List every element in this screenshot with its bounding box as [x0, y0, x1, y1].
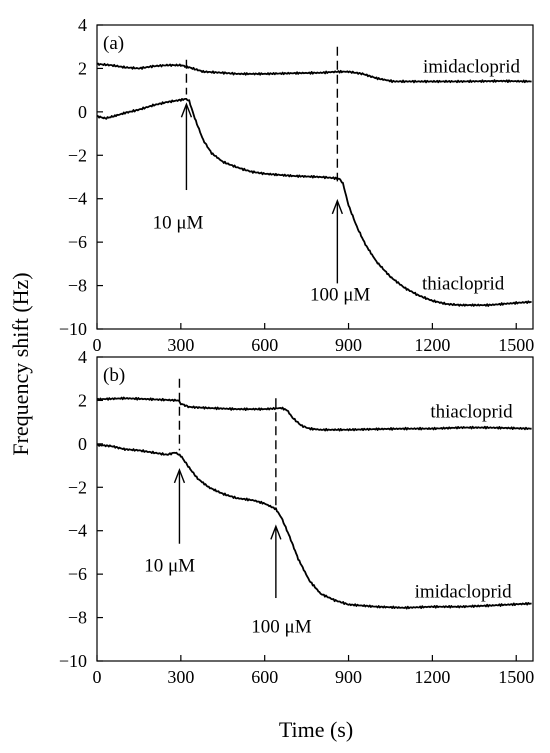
x-tick-label: 1500 [498, 335, 534, 355]
panel-label: (a) [103, 33, 124, 54]
x-tick-label: 0 [93, 335, 102, 355]
panel-b: −10 −8 −6 −4 −2 0 2 4 0 300 600 900 1200 1500 (b) thiac… [59, 347, 534, 687]
series-line-imidacloprid [96, 62, 532, 84]
injection-label: 10 μM [153, 213, 204, 234]
y-tick-label: −10 [59, 651, 87, 671]
x-tick-label: 300 [167, 667, 194, 687]
x-tick-label: 1200 [414, 335, 450, 355]
y-tick-label: −8 [68, 276, 87, 296]
x-tick-label: 1200 [414, 667, 450, 687]
panel-label: (b) [103, 365, 125, 386]
y-tick-label: −4 [68, 189, 87, 209]
x-tick-label: 1500 [498, 667, 534, 687]
series-line-imidacloprid [96, 443, 532, 610]
injection-label: 10 μM [144, 555, 195, 576]
panel-a: −10 −8 −6 −4 −2 0 2 4 0 300 600 900 1200 1500 (a) imida… [59, 15, 534, 355]
x-axis-label: Time (s) [279, 717, 353, 742]
y-tick-label: 4 [78, 15, 87, 35]
series-label-imidacloprid: imidacloprid [423, 56, 521, 77]
injection-arrow-head [331, 198, 344, 215]
series-line-thiacloprid [96, 98, 532, 307]
y-axis-label: Frequency shift (Hz) [8, 272, 33, 455]
y-tick-label: 0 [78, 102, 87, 122]
y-tick-label: −6 [68, 232, 87, 252]
y-tick-label: 0 [78, 434, 87, 454]
injection-label: 100 μM [251, 616, 311, 637]
plot-frame [96, 356, 534, 662]
y-tick-label: −8 [68, 608, 87, 628]
y-tick-label: 2 [78, 58, 87, 78]
series-line-thiacloprid [96, 396, 532, 432]
x-tick-label: 900 [335, 335, 362, 355]
y-tick-label: −10 [59, 319, 87, 339]
x-tick-label: 600 [251, 667, 278, 687]
injection-arrow-head [173, 467, 186, 484]
x-tick-label: 0 [93, 667, 102, 687]
series-label-thiacloprid: thiacloprid [422, 273, 505, 294]
y-tick-label: 2 [78, 390, 87, 410]
x-tick-label: 900 [335, 667, 362, 687]
x-tick-label: 600 [251, 335, 278, 355]
series-label-imidacloprid: imidacloprid [415, 582, 513, 603]
y-tick-label: 4 [78, 347, 87, 367]
injection-arrow-head [270, 524, 282, 540]
injection-label: 100 μM [310, 284, 370, 305]
y-tick-label: −2 [68, 477, 87, 497]
series-label-thiacloprid: thiacloprid [430, 401, 513, 422]
y-tick-label: −2 [68, 145, 87, 165]
x-tick-label: 300 [167, 335, 194, 355]
plot-frame [96, 24, 534, 330]
injection-arrow-head [180, 102, 193, 118]
y-tick-label: −4 [68, 521, 87, 541]
y-tick-label: −6 [68, 564, 87, 584]
